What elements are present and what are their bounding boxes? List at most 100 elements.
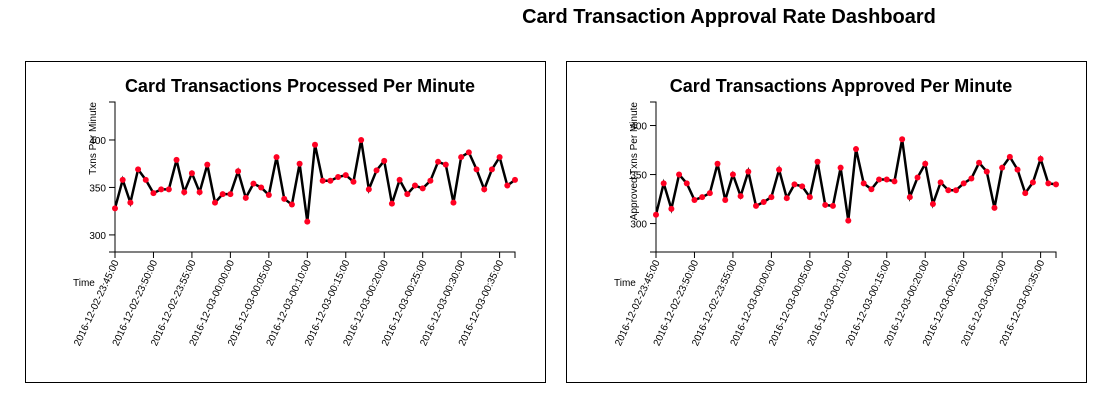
point [473, 166, 480, 173]
point [768, 194, 775, 201]
point [699, 194, 706, 201]
point [381, 157, 388, 164]
chart-title: Card Transactions Processed Per Minute [125, 76, 475, 96]
y-axis [109, 101, 116, 253]
point [204, 161, 211, 168]
point [135, 166, 142, 173]
point [258, 184, 265, 191]
point [991, 204, 998, 211]
point [450, 199, 457, 206]
point [112, 205, 118, 212]
point [760, 199, 767, 205]
point [806, 194, 813, 201]
point [922, 160, 929, 167]
point [181, 189, 188, 196]
point [691, 197, 698, 204]
point [404, 191, 411, 198]
point [142, 176, 149, 183]
point [342, 172, 349, 179]
point [899, 136, 906, 143]
point [335, 174, 342, 180]
point [745, 168, 752, 175]
x-axis [655, 251, 1057, 258]
point [435, 158, 442, 165]
point [799, 183, 806, 190]
point [814, 158, 821, 165]
point [683, 180, 690, 187]
point [358, 136, 365, 143]
point [458, 154, 465, 161]
point [227, 191, 234, 198]
x-tick-label: 2016-12-03-00:35:00 [998, 258, 1048, 348]
point [312, 141, 318, 148]
point [791, 181, 798, 188]
point [876, 176, 883, 183]
point [481, 186, 488, 193]
point [783, 195, 790, 202]
point [714, 160, 721, 167]
panel-border [25, 61, 546, 383]
dashboard-title: Card Transaction Approval Rate Dashboard [522, 6, 936, 28]
point [250, 180, 257, 187]
point [722, 197, 729, 204]
point [235, 168, 242, 175]
point [653, 211, 659, 218]
point [288, 201, 295, 208]
point [929, 200, 936, 207]
point [953, 187, 959, 194]
point [753, 202, 759, 209]
point [1037, 155, 1044, 162]
point [127, 199, 134, 206]
point [319, 177, 326, 184]
point [999, 164, 1006, 171]
point [419, 185, 426, 192]
point [706, 190, 713, 197]
point [968, 175, 975, 182]
y-tick-label: 400 [630, 122, 647, 133]
y-tick-label: 300 [89, 231, 106, 242]
x-tick-label: 2016-12-03-00:35:00 [457, 258, 507, 348]
point [729, 171, 736, 178]
chart-title: Card Transactions Approved Per Minute [670, 76, 1012, 96]
point [845, 217, 852, 224]
point [427, 177, 434, 184]
point [188, 170, 195, 177]
point [937, 179, 944, 186]
point [676, 171, 683, 178]
point [1045, 180, 1052, 187]
point [860, 180, 867, 187]
point [829, 202, 836, 209]
point [737, 193, 744, 200]
x-axis-label: Time [614, 278, 636, 289]
point [914, 174, 921, 181]
point [668, 205, 675, 212]
point [837, 164, 844, 171]
point [868, 186, 875, 193]
point [412, 182, 418, 189]
point [906, 194, 913, 201]
point [396, 176, 403, 183]
point [1006, 153, 1013, 160]
point [304, 218, 311, 225]
point [488, 166, 495, 173]
point [373, 167, 380, 174]
y-tick-label: 300 [630, 220, 647, 231]
point [976, 159, 983, 166]
point [296, 160, 303, 167]
point [853, 146, 859, 153]
y-axis [650, 101, 657, 253]
point [165, 186, 172, 193]
y-tick-label: 350 [630, 171, 647, 182]
panel-border [566, 61, 1087, 383]
point [173, 156, 180, 163]
point [327, 177, 334, 184]
point [945, 187, 952, 194]
point [983, 168, 990, 175]
point [365, 186, 372, 193]
point [442, 161, 449, 168]
x-axis-label: Time [73, 278, 95, 289]
y-tick-label: 400 [89, 136, 106, 147]
point [960, 180, 967, 187]
point [158, 186, 165, 193]
